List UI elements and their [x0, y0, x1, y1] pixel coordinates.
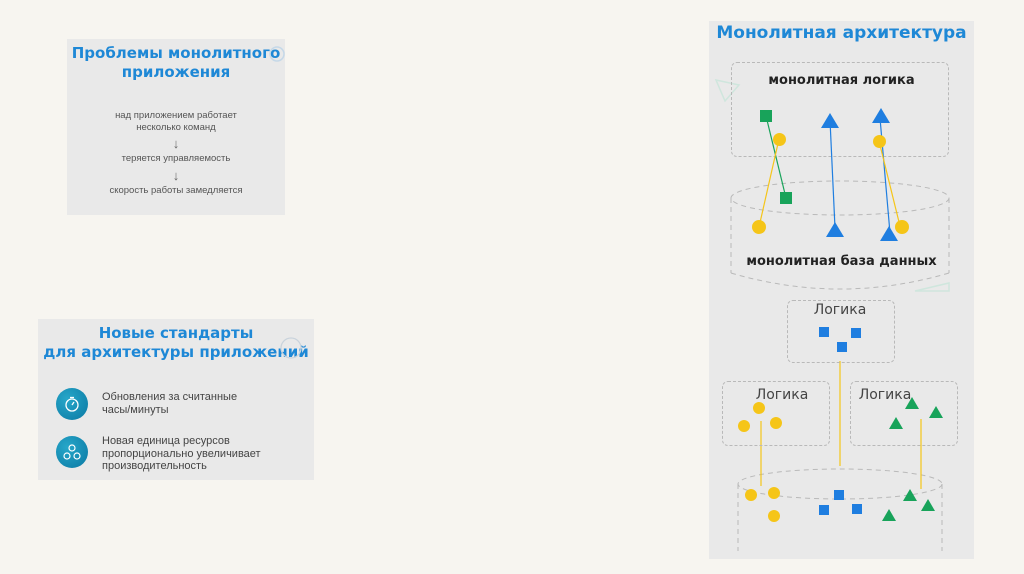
- standards-title-line2: для архитектуры приложений: [43, 343, 309, 361]
- yellow-circle-icon: [895, 220, 909, 234]
- triangle-decoration-icon: [714, 78, 741, 103]
- green-triangle-icon: [903, 489, 917, 501]
- problems-title-line2: приложения: [121, 63, 231, 81]
- blue-square-icon: [837, 342, 847, 352]
- blue-square-icon: [852, 504, 862, 514]
- monolith-title: Монолитная архитектура: [716, 23, 967, 43]
- monolith-database-cylinder: [730, 115, 950, 551]
- standard-item-1: Обновления за считанные часы/минуты: [56, 388, 237, 420]
- problems-title-line1: Проблемы монолитного: [71, 44, 281, 62]
- green-triangle-icon: [889, 417, 903, 429]
- problem-item-3: скорость работы замедляется: [109, 185, 243, 196]
- yellow-circle-icon: [768, 510, 780, 522]
- yellow-circle-icon: [768, 487, 780, 499]
- logic-box-right: [850, 381, 958, 446]
- blue-triangle-icon: [880, 226, 898, 241]
- problem-item-1-line2: несколько команд: [136, 122, 216, 133]
- blue-square-icon: [819, 327, 829, 337]
- circle-decoration-icon: [280, 337, 302, 359]
- standard-item-1-text: Обновления за считанные часы/минуты: [102, 391, 237, 416]
- monolith-logic-label: монолитная логика: [768, 73, 915, 88]
- problem-item-2: теряется управляемость: [121, 153, 231, 164]
- arrow-down-icon: ↓: [172, 168, 180, 183]
- monolith-logic-box: [731, 62, 949, 157]
- blue-square-icon: [819, 505, 829, 515]
- standards-title: Новые стандарты для архитектуры приложен…: [38, 324, 314, 362]
- standard-item-2-line1: Новая единица ресурсов: [102, 435, 230, 447]
- yellow-circle-icon: [770, 417, 782, 429]
- triangle-decoration-icon: [914, 282, 950, 292]
- standard-item-2-line2: пропорционально увеличивает: [102, 447, 261, 460]
- monolith-card: Монолитная архитектура монолитная логика: [709, 21, 974, 559]
- team-icon: [56, 436, 88, 468]
- circle-decoration-icon: [269, 46, 285, 62]
- standards-title-line1: Новые стандарты: [98, 324, 254, 342]
- yellow-circle-icon: [873, 135, 886, 148]
- arrow-down-icon: ↓: [172, 136, 180, 151]
- blue-square-icon: [834, 490, 844, 500]
- standards-card: Новые стандарты для архитектуры приложен…: [38, 319, 314, 480]
- problem-item-1-line1: над приложением работает: [115, 110, 237, 121]
- yellow-circle-icon: [752, 220, 766, 234]
- blue-triangle-icon: [872, 108, 890, 123]
- yellow-circle-icon: [738, 420, 750, 432]
- green-triangle-icon: [882, 509, 896, 521]
- logic-right-label: Логика: [858, 387, 912, 403]
- logic-left-label: Логика: [755, 387, 809, 403]
- standard-item-2: Новая единица ресурсов пропорционально у…: [56, 435, 261, 473]
- blue-triangle-icon: [826, 222, 844, 237]
- logic-box-top: [787, 300, 895, 363]
- standard-item-2-text: Новая единица ресурсов пропорционально у…: [102, 435, 261, 473]
- standard-item-2-line3: производительность: [102, 460, 207, 472]
- problems-list: над приложением работает несколько коман…: [67, 110, 285, 197]
- standard-item-1-line1: Обновления за считанные: [102, 391, 238, 403]
- green-square-icon: [760, 110, 772, 122]
- yellow-circle-icon: [753, 402, 765, 414]
- green-square-icon: [780, 192, 792, 204]
- problems-title: Проблемы монолитного приложения: [67, 44, 285, 82]
- problems-card: Проблемы монолитного приложения над прил…: [67, 39, 285, 215]
- yellow-circle-icon: [773, 133, 786, 146]
- blue-square-icon: [851, 328, 861, 338]
- green-triangle-icon: [929, 406, 943, 418]
- logic-box-left: [722, 381, 830, 446]
- yellow-circle-icon: [745, 489, 757, 501]
- stopwatch-icon: [56, 388, 88, 420]
- standard-item-1-line2: часы/минуты: [102, 403, 169, 416]
- monolith-db-label: монолитная база данных: [746, 254, 937, 269]
- green-triangle-icon: [921, 499, 935, 511]
- blue-triangle-icon: [821, 113, 839, 128]
- green-triangle-icon: [905, 397, 919, 409]
- logic-top-label: Логика: [813, 302, 867, 318]
